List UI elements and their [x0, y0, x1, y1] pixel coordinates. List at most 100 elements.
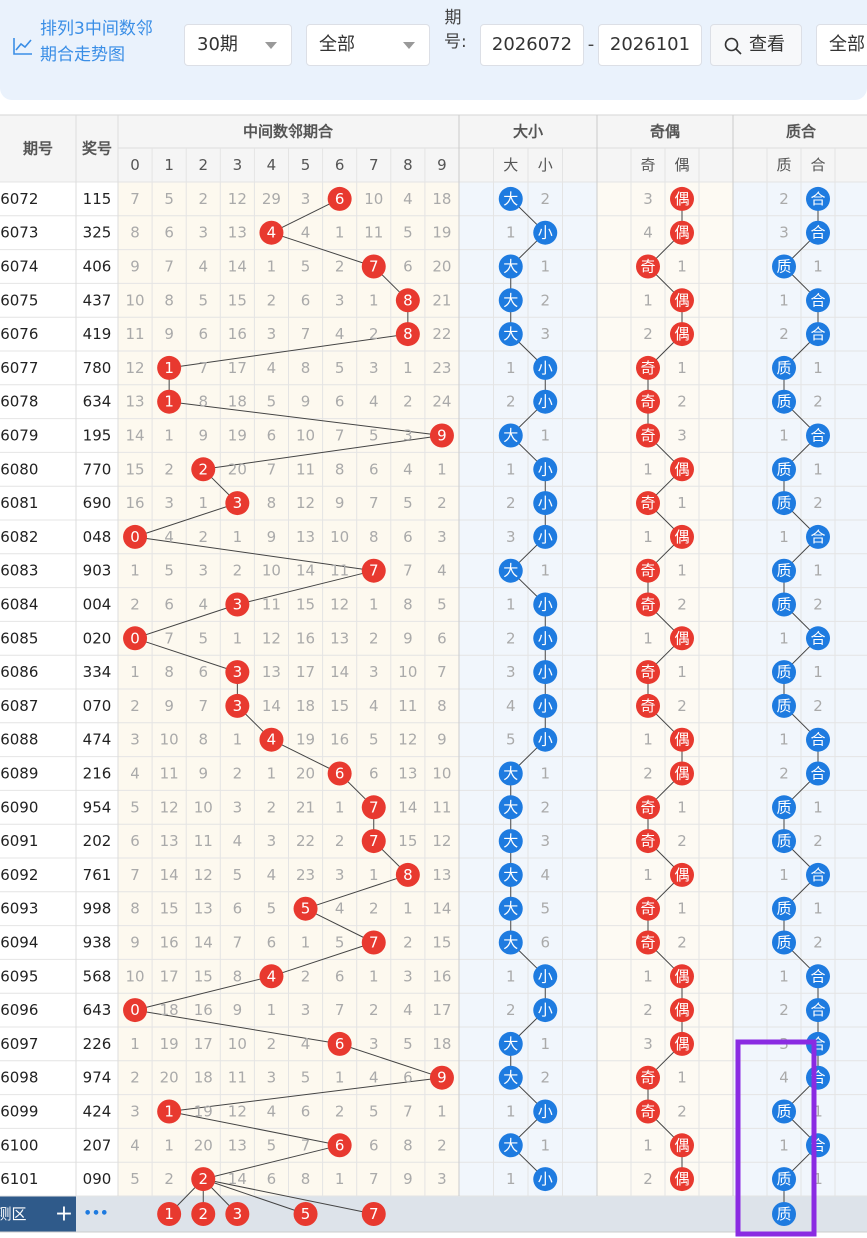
search-icon [724, 37, 742, 55]
gap: 4 [267, 1103, 277, 1121]
gap: 9 [267, 528, 277, 546]
gap: 19 [194, 1103, 213, 1121]
size-gap: 2 [506, 393, 516, 411]
header-digit: 9 [437, 156, 447, 174]
digit-ball [191, 1167, 216, 1192]
gap: 5 [369, 427, 379, 445]
trend-line [271, 942, 374, 977]
size-mark: 大 [503, 798, 518, 816]
gap: 2 [369, 1001, 379, 1019]
gap: 11 [228, 1069, 247, 1087]
gap: 3 [267, 832, 277, 850]
parity-mark-ball [636, 355, 660, 380]
size-gap: 3 [506, 528, 516, 546]
size-mark-ball [533, 592, 558, 617]
prime-gap: 1 [813, 258, 823, 276]
header-prime: 质合 [786, 123, 817, 141]
filter-select[interactable]: 全部 [306, 24, 430, 66]
prime-mark-ball [772, 1099, 796, 1124]
prime-mark: 质 [776, 393, 791, 411]
parity-mark: 奇 [640, 359, 655, 377]
parity-gap: 1 [643, 967, 653, 985]
number: 325 [83, 224, 112, 242]
gap: 2 [267, 798, 277, 816]
size-gap: 1 [540, 765, 550, 783]
prime-mark-ball [772, 457, 796, 482]
number: 780 [83, 359, 112, 377]
gap: 4 [335, 325, 345, 343]
parity-mark: 偶 [674, 325, 689, 343]
period-select[interactable]: 30期 [184, 24, 292, 66]
size-mark-ball [533, 964, 558, 989]
gap: 17 [228, 359, 247, 377]
parity-mark-ball [636, 1065, 660, 1090]
prediction-digit: 5 [301, 1205, 311, 1223]
gap: 17 [160, 967, 179, 985]
issue: 2026076 [0, 325, 38, 343]
number: 020 [83, 629, 112, 647]
gap: 10 [126, 291, 145, 309]
gap: 10 [194, 798, 213, 816]
digit-ball [327, 1031, 352, 1056]
parity-mark-ball [670, 998, 694, 1023]
size-mark-ball [498, 322, 523, 347]
gap: 15 [160, 900, 179, 918]
to-input[interactable]: 2026101 [598, 24, 702, 66]
digit: 3 [233, 596, 243, 614]
issue: 2026094 [0, 934, 38, 952]
gap: 16 [126, 494, 145, 512]
number: 437 [83, 291, 112, 309]
prime-mark-ball [806, 761, 830, 786]
gap: 2 [130, 1069, 140, 1087]
trend-line [339, 1043, 443, 1079]
gap: 17 [194, 1035, 213, 1053]
view-button[interactable]: 查看 [710, 24, 802, 66]
prime-mark-ball [806, 862, 830, 887]
trend-line [134, 604, 238, 639]
trend-line [271, 198, 340, 234]
gap: 4 [130, 765, 140, 783]
parity-mark-ball [636, 930, 660, 955]
parity-mark-ball [636, 1099, 660, 1124]
from-input[interactable]: 2026072 [480, 24, 584, 66]
digit-ball [225, 491, 250, 516]
gap: 4 [403, 190, 413, 208]
gap: 7 [164, 629, 174, 647]
parity-gap: 2 [643, 765, 653, 783]
digit: 0 [130, 629, 140, 647]
prime-gap: 3 [779, 224, 789, 242]
size-gap: 2 [540, 798, 550, 816]
gap: 1 [198, 494, 208, 512]
prime-gap: 1 [779, 528, 789, 546]
extra-select[interactable]: 全部 [816, 24, 867, 66]
prime-mark: 质 [776, 359, 791, 377]
gap: 10 [364, 190, 383, 208]
toolbar: 排列3中间数邻期合走势图 30期 全部 期号: 2026072 - 202610… [0, 0, 867, 100]
gap: 4 [437, 562, 447, 580]
gap: 4 [301, 1035, 311, 1053]
gap: 10 [398, 663, 417, 681]
trend-line [134, 536, 374, 572]
number: 903 [83, 562, 112, 580]
gap: 5 [164, 190, 174, 208]
parity-mark: 偶 [674, 528, 689, 546]
size-mark: 小 [538, 967, 553, 985]
gap: 13 [262, 663, 281, 681]
gap: 5 [267, 1136, 277, 1154]
size-mark: 小 [538, 1001, 553, 1019]
gap: 10 [160, 731, 179, 749]
number: 998 [83, 900, 112, 918]
prime-mark-ball [806, 322, 830, 347]
gap: 2 [233, 562, 243, 580]
prime-mark: 质 [776, 934, 791, 952]
header-size: 大小 [513, 123, 543, 141]
digit: 3 [233, 494, 243, 512]
digit: 9 [437, 1069, 447, 1087]
parity-mark: 奇 [640, 258, 655, 276]
digit: 8 [403, 325, 413, 343]
issue: 2026091 [0, 832, 38, 850]
digit: 4 [267, 967, 277, 985]
parity-mark-ball [670, 186, 694, 211]
gap: 14 [262, 697, 281, 715]
